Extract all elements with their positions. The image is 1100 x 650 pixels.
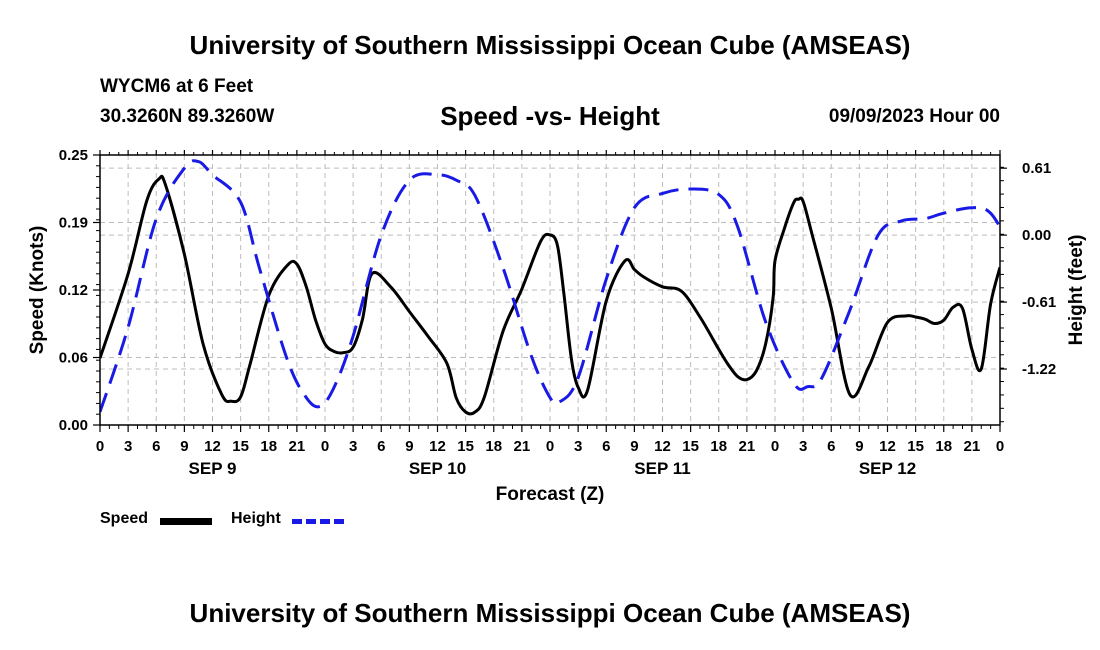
legend-height-label: Height bbox=[231, 510, 281, 527]
x-tick-label: 3 bbox=[574, 438, 582, 455]
x-tick-label: 3 bbox=[349, 438, 357, 455]
x-tick-label: 9 bbox=[630, 438, 638, 455]
x-tick-label: 18 bbox=[260, 438, 277, 455]
footer-title: University of Southern Mississippi Ocean… bbox=[189, 598, 911, 628]
x-tick-label: 21 bbox=[514, 438, 531, 455]
y-axis-label: Speed (Knots) bbox=[27, 226, 48, 355]
x-tick-label: 6 bbox=[827, 438, 835, 455]
x-tick-label: 18 bbox=[710, 438, 727, 455]
chart-subtitle: Speed -vs- Height bbox=[440, 101, 660, 131]
y-tick-label: 0.06 bbox=[59, 350, 88, 367]
x-tick-label: 0 bbox=[321, 438, 329, 455]
day-label: SEP 11 bbox=[634, 459, 690, 478]
forecast-datetime: 09/09/2023 Hour 00 bbox=[828, 106, 1000, 127]
x-tick-label: 0 bbox=[996, 438, 1004, 455]
day-label: SEP 9 bbox=[189, 459, 237, 478]
x-axis-label: Forecast (Z) bbox=[496, 484, 605, 505]
x-tick-label: 21 bbox=[964, 438, 981, 455]
y-tick-label: 0.25 bbox=[59, 147, 88, 164]
day-label: SEP 10 bbox=[409, 459, 466, 478]
x-tick-label: 21 bbox=[739, 438, 756, 455]
x-tick-label: 0 bbox=[771, 438, 779, 455]
x-tick-label: 6 bbox=[602, 438, 610, 455]
x-tick-label: 15 bbox=[232, 438, 249, 455]
day-label: SEP 12 bbox=[859, 459, 916, 478]
x-tick-label: 15 bbox=[682, 438, 699, 455]
x-tick-label: 18 bbox=[935, 438, 952, 455]
y-tick-label: 0.12 bbox=[59, 282, 88, 299]
coordinates-label: 30.3260N 89.3260W bbox=[100, 106, 275, 127]
x-tick-label: 9 bbox=[405, 438, 413, 455]
x-tick-label: 12 bbox=[204, 438, 221, 455]
speed-series-line bbox=[100, 174, 1000, 416]
y2-tick-label: 0.00 bbox=[1022, 227, 1051, 244]
legend-speed-label: Speed bbox=[100, 510, 149, 527]
legend-height-swatch bbox=[292, 519, 344, 524]
x-tick-label: 12 bbox=[879, 438, 896, 455]
x-tick-label: 15 bbox=[457, 438, 474, 455]
x-tick-label: 0 bbox=[546, 438, 554, 455]
x-tick-label: 12 bbox=[654, 438, 671, 455]
x-tick-label: 3 bbox=[124, 438, 132, 455]
legend-speed-swatch bbox=[160, 518, 212, 525]
x-tick-label: 9 bbox=[855, 438, 863, 455]
x-tick-label: 0 bbox=[96, 438, 104, 455]
x-tick-label: 21 bbox=[289, 438, 306, 455]
height-series-line bbox=[100, 159, 1000, 413]
y-tick-label: 0.19 bbox=[59, 215, 88, 232]
y2-tick-label: -0.61 bbox=[1022, 294, 1056, 311]
x-tick-label: 6 bbox=[152, 438, 160, 455]
x-tick-label: 3 bbox=[799, 438, 807, 455]
y2-axis-label: Height (feet) bbox=[1066, 235, 1087, 346]
x-tick-label: 18 bbox=[485, 438, 502, 455]
station-label: WYCM6 at 6 Feet bbox=[100, 76, 254, 97]
x-tick-label: 6 bbox=[377, 438, 385, 455]
y-tick-label: 0.00 bbox=[59, 417, 88, 434]
page-title: University of Southern Mississippi Ocean… bbox=[189, 30, 911, 60]
y2-tick-label: 0.61 bbox=[1022, 160, 1051, 177]
x-tick-label: 12 bbox=[429, 438, 446, 455]
x-tick-label: 15 bbox=[907, 438, 924, 455]
y2-tick-label: -1.22 bbox=[1022, 361, 1056, 378]
x-tick-label: 9 bbox=[180, 438, 188, 455]
